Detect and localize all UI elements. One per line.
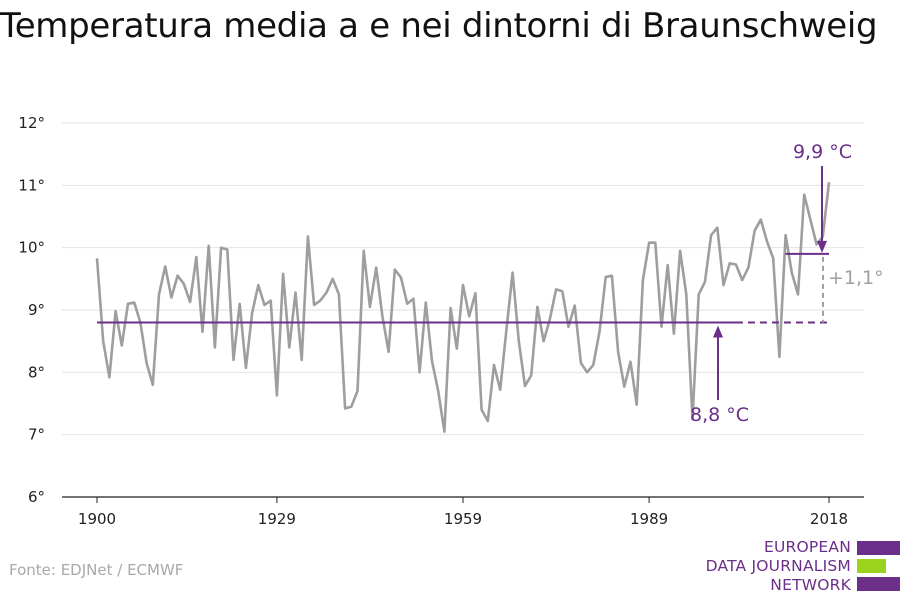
- temperature-series-line: [95, 182, 831, 433]
- recent-arrow-head: [817, 240, 827, 253]
- y-tick-label: 9°: [28, 301, 45, 319]
- x-tick-label: 1929: [258, 510, 296, 528]
- annotations: +1,1° 8,8 °C 9,9 °C: [97, 141, 884, 426]
- baseline-arrow-head: [713, 325, 723, 338]
- difference-label: +1,1°: [828, 267, 884, 289]
- y-tick-label: 7°: [28, 426, 45, 444]
- x-tick-label: 1900: [78, 510, 116, 528]
- series-layer: [95, 182, 831, 433]
- y-tick-label: 10°: [18, 239, 45, 257]
- baseline-label: 8,8 °C: [690, 404, 749, 426]
- recent-label: 9,9 °C: [793, 141, 852, 163]
- edjnet-logo: EUROPEAN DATA JOURNALISM NETWORK: [700, 537, 900, 600]
- logo-bar-3: [857, 577, 900, 591]
- chart-title: Temperatura media a e nei dintorni di Br…: [0, 6, 878, 46]
- logo-line-2: DATA JOURNALISM: [705, 557, 851, 575]
- y-tick-label: 6°: [28, 488, 45, 506]
- gridlines: [62, 122, 864, 436]
- x-tick-label: 1959: [444, 510, 482, 528]
- logo-bar-2: [857, 559, 886, 573]
- source-note: Fonte: EDJNet / ECMWF: [9, 561, 184, 579]
- logo-bar-1: [857, 541, 900, 555]
- logo-line-1: EUROPEAN: [763, 538, 851, 556]
- y-tick-label: 8°: [28, 363, 45, 381]
- axes: 6° 7° 8° 9° 10° 11° 12° 1900 1929 1959 1989 2018: [18, 114, 864, 528]
- x-tick-label: 2018: [810, 510, 848, 528]
- y-tick-label: 12°: [18, 114, 45, 132]
- y-tick-label: 11°: [18, 176, 45, 194]
- x-tick-label: 1989: [630, 510, 668, 528]
- logo-line-3: NETWORK: [770, 576, 851, 594]
